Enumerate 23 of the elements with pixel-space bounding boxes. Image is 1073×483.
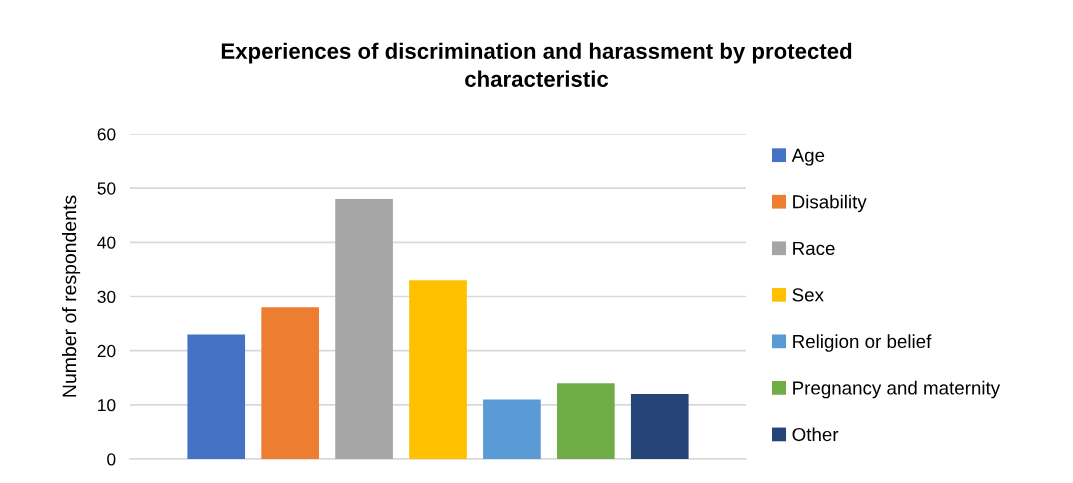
y-tick-label: 10: [98, 399, 116, 412]
bar: [483, 399, 541, 459]
legend-label: Other: [792, 427, 839, 442]
y-tick-label: 20: [97, 344, 116, 358]
bar: [261, 307, 319, 459]
legend-label: Sex: [792, 288, 824, 302]
chart-title: Experiences of discrimination and harassment by protected characteristic: [221, 42, 852, 87]
y-tick-label: 50: [97, 182, 116, 195]
y-tick-label: 0: [107, 453, 116, 466]
legend-label: Disability: [793, 194, 867, 213]
legend-label: Religion or belief: [793, 334, 932, 352]
legend-label: Age: [791, 148, 825, 166]
y-tick-label: 40: [97, 236, 116, 249]
bar: [557, 383, 615, 459]
bar: [630, 394, 689, 459]
y-tick-label: 60: [97, 128, 116, 141]
bar: [187, 334, 246, 459]
y-axis-title: Number of respondents: [62, 195, 81, 397]
legend-label: Race: [793, 241, 835, 255]
bar: [335, 199, 393, 459]
legend-label: Pregnancy and maternity: [793, 380, 1001, 399]
y-tick-label: 30: [97, 290, 116, 303]
bar: [409, 280, 467, 459]
